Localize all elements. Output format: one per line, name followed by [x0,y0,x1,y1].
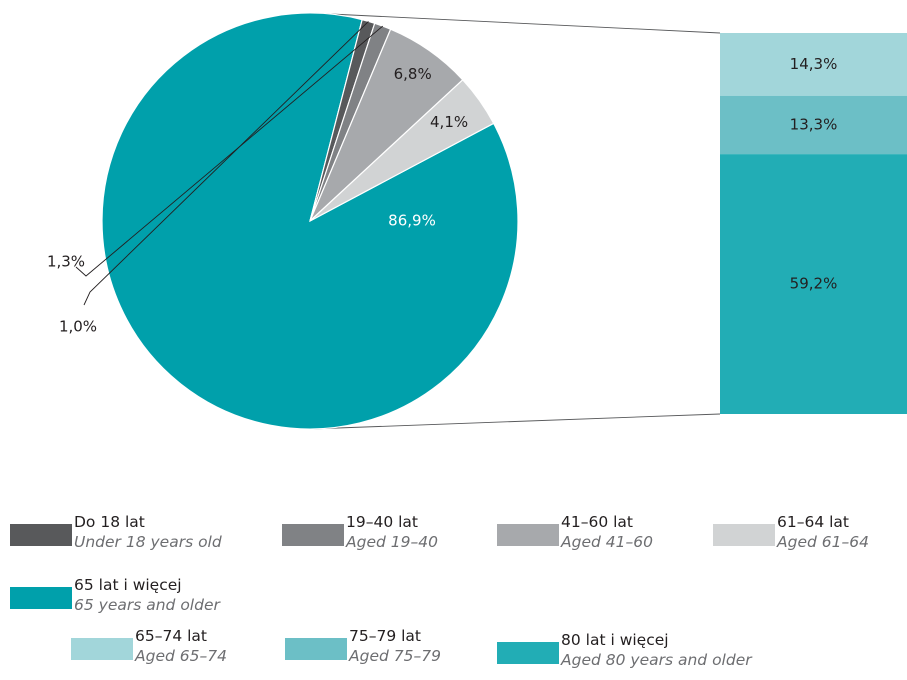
bar-label-2: 59,2% [790,275,838,293]
legend-item-19-40: 19–40 lat Aged 19–40 [282,512,438,552]
legend-swatch [10,587,72,609]
legend-label-en: Aged 19–40 [346,533,438,551]
legend-label-en: Aged 61–64 [777,533,869,551]
chart: 14,3% 13,3% 59,2% 86,9% 1,0% 1,3% 6,8% 4,1% [47,12,907,430]
leader-line-mid [75,25,384,277]
legend-label-pl: 80 lat i więcej [561,631,669,649]
data-labels: 86,9% 1,0% 1,3% 6,8% 4,1% [47,21,468,336]
legend-swatch [282,524,344,546]
bar-segment-1 [720,95,907,155]
data-label-light: 4,1% [430,113,468,131]
data-label-teal: 86,9% [388,212,436,230]
data-label-gray: 6,8% [394,65,432,83]
legend-item-75-79: 75–79 lat Aged 75–79 [285,626,441,666]
legend-swatch [713,524,775,546]
legend-swatch [497,524,559,546]
legend-item-65-plus: 65 lat i więcej 65 years and older [10,575,220,615]
legend-label-pl: 75–79 lat [349,627,422,645]
legend-swatch [497,642,559,664]
legend-item-under-18: Do 18 lat Under 18 years old [10,512,222,552]
connector-bottom [309,413,721,430]
pie-chart [101,12,519,430]
legend-label-en: Aged 41–60 [561,533,653,551]
legend-swatch [10,524,72,546]
legend-label-pl: 19–40 lat [346,513,419,531]
legend-label-pl: 61–64 lat [777,513,850,531]
data-label-dark: 1,0% [59,318,97,336]
legend-label-en: Aged 80 years and older [561,651,752,669]
legend-label-pl: 41–60 lat [561,513,634,531]
legend-label-en: Aged 65–74 [135,647,227,665]
breakdown-bar: 14,3% 13,3% 59,2% [720,33,907,414]
legend-item-61-64: 61–64 lat Aged 61–64 [713,512,869,552]
legend-swatch [71,638,133,660]
connector-top [309,12,721,34]
legend-swatch [285,638,347,660]
bar-label-1: 13,3% [790,115,838,133]
connector-lines [309,12,721,430]
bar-label-0: 14,3% [790,55,838,73]
leader-line-dark [83,21,369,306]
pie-slice-light [309,78,495,222]
bar-segment-2 [720,154,907,414]
bar-segment-0 [720,33,907,96]
data-label-mid: 1,3% [47,253,85,271]
legend-item-41-60: 41–60 lat Aged 41–60 [497,512,653,552]
legend-item-80-plus: 80 lat i więcej Aged 80 years and older [497,630,752,670]
legend-label-en: Under 18 years old [74,533,222,551]
legend-label-pl: Do 18 lat [74,513,145,531]
legend-item-65-74: 65–74 lat Aged 65–74 [71,626,227,666]
legend-label-pl: 65–74 lat [135,627,208,645]
legend-label-pl: 65 lat i więcej [74,576,182,594]
legend-label-en: 65 years and older [74,596,220,614]
legend-label-en: Aged 75–79 [349,647,441,665]
